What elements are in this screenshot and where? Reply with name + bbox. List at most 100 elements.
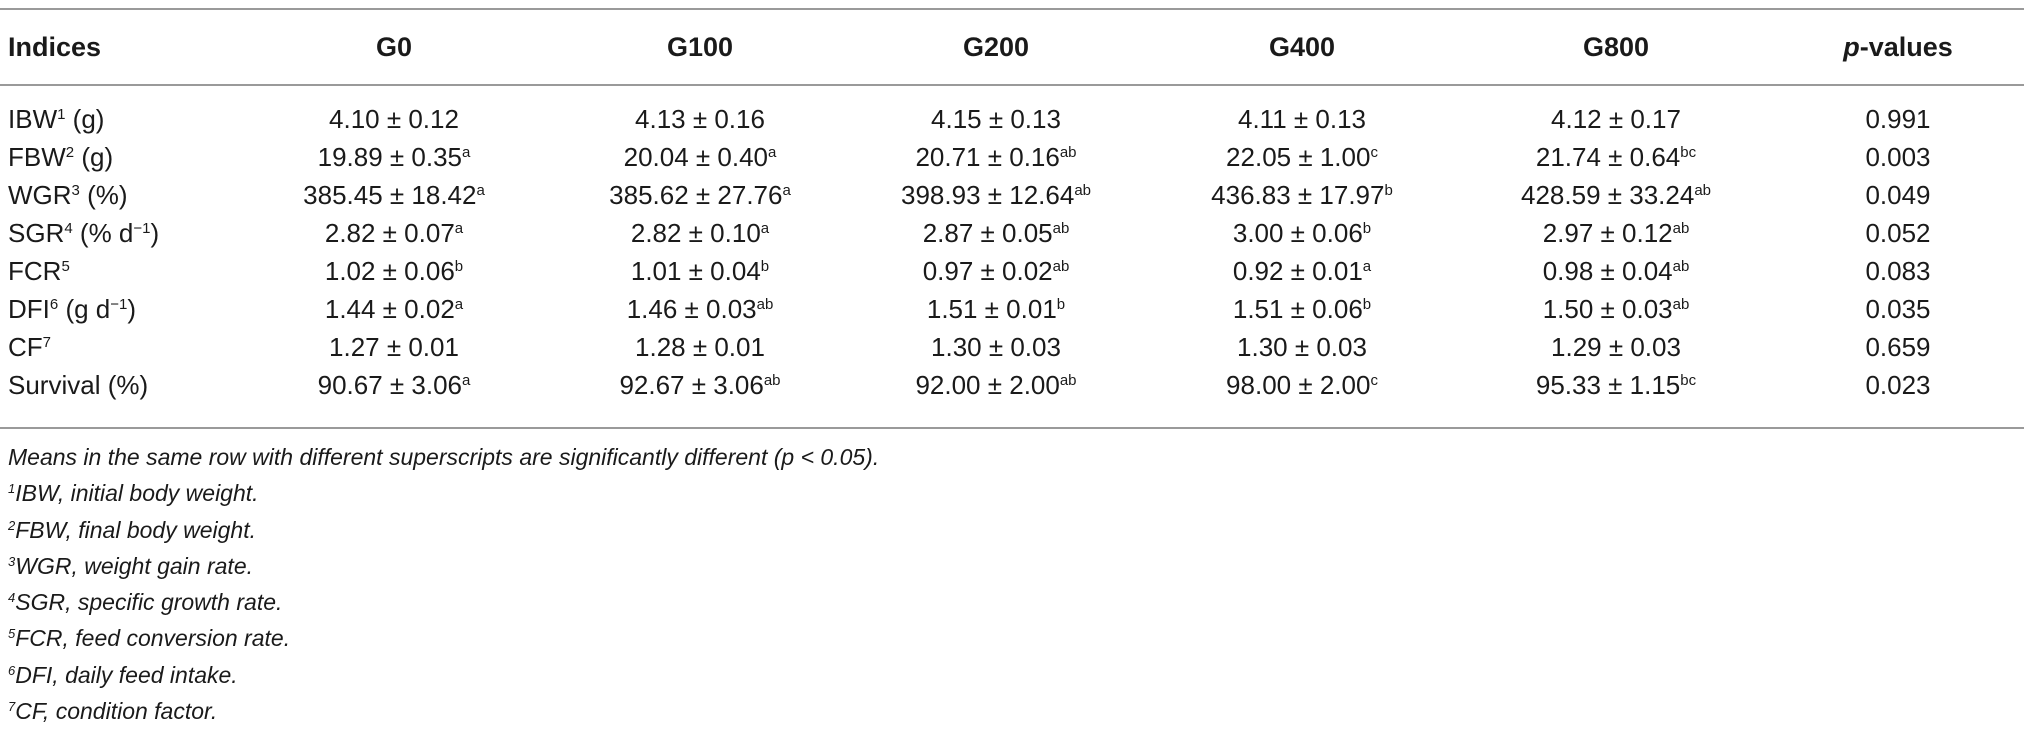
table-top-rule: [0, 8, 2024, 10]
cell-significance-letter: a: [768, 143, 777, 161]
footnote: 6DFI, daily feed intake.: [8, 657, 879, 693]
cell-value: 1.44 ± 0.02: [324, 293, 455, 324]
footnote: 4SGR, specific growth rate.: [8, 584, 879, 620]
header-p-italic: p: [1843, 31, 1860, 62]
table-cell: 1.29 ± 0.03: [1460, 328, 1772, 366]
footnote-mark: 1: [8, 481, 16, 497]
row-label-text: WGR: [8, 179, 72, 210]
footnote: 1IBW, initial body weight.: [8, 475, 879, 511]
table-cell: 2.82 ± 0.07a: [236, 214, 552, 252]
table-cell: 385.62 ± 27.76a: [552, 176, 848, 214]
table-row: FBW2 (g) 19.89 ± 0.35a 20.04 ± 0.40a 20.71 …: [0, 138, 2024, 176]
cell-significance-letter: c: [1370, 143, 1378, 161]
p-value-cell: 0.003: [1865, 141, 1931, 172]
cell-significance-letter: a: [1362, 257, 1372, 275]
table-cell: 1.30 ± 0.03: [848, 328, 1144, 366]
table-cell: 21.74 ± 0.64bc: [1460, 138, 1772, 176]
growth-performance-table: Indices G0 G100 G200 G400 G800 p-values …: [0, 10, 2024, 404]
row-label-footnote-mark: 4: [64, 219, 73, 237]
p-value-cell: 0.083: [1865, 255, 1931, 286]
table-cell: 20.71 ± 0.16ab: [848, 138, 1144, 176]
cell-value: 1.28 ± 0.01: [635, 331, 765, 362]
table-cell: 1.01 ± 0.04b: [552, 252, 848, 290]
footnote-text: CF, condition factor.: [15, 698, 218, 725]
cell-value: 98.00 ± 2.00: [1226, 369, 1371, 400]
footnote-text: DFI, daily feed intake.: [15, 661, 238, 688]
cell-significance-letter: ab: [1694, 181, 1711, 199]
table-cell: 4.13 ± 0.16: [552, 84, 848, 138]
cell-significance-letter: ab: [1672, 257, 1690, 275]
cell-value: 1.01 ± 0.04: [630, 255, 761, 286]
row-label: Survival (%): [0, 366, 236, 404]
row-label: WGR3 (%): [0, 176, 236, 214]
cell-significance-letter: ab: [756, 295, 774, 313]
table-cell: 92.67 ± 3.06ab: [552, 366, 848, 404]
table-cell: 92.00 ± 2.00ab: [848, 366, 1144, 404]
table-header-rule: [0, 84, 2024, 86]
footnote-mark: 3: [8, 553, 16, 569]
row-label-unit-exponent: −1: [133, 219, 151, 237]
cell-value: 2.97 ± 0.12: [1542, 217, 1673, 248]
cell-significance-letter: ab: [1074, 181, 1091, 199]
row-label-footnote-mark: 1: [57, 105, 66, 123]
row-label-text: CF: [8, 331, 43, 362]
cell-significance-letter: a: [462, 143, 471, 161]
cell-value: 1.50 ± 0.03: [1542, 293, 1673, 324]
row-label-unit-exponent: −1: [110, 295, 128, 313]
table-cell: 1.02 ± 0.06b: [236, 252, 552, 290]
header-g800: G800: [1582, 31, 1650, 62]
table-cell: 90.67 ± 3.06a: [236, 366, 552, 404]
cell-significance-letter: b: [1384, 181, 1393, 199]
table-cell: 2.97 ± 0.12ab: [1460, 214, 1772, 252]
header-g400: G400: [1268, 31, 1336, 62]
p-value-cell: 0.052: [1865, 217, 1931, 248]
table-cell: 0.92 ± 0.01a: [1144, 252, 1460, 290]
table-cell: 4.10 ± 0.12: [236, 84, 552, 138]
table-cell: 95.33 ± 1.15bc: [1460, 366, 1772, 404]
table-cell: 98.00 ± 2.00c: [1144, 366, 1460, 404]
p-value-cell: 0.659: [1865, 331, 1931, 362]
table-row: WGR3 (%) 385.45 ± 18.42a 385.62 ± 27.76a 39…: [0, 176, 2024, 214]
cell-significance-letter: a: [760, 219, 770, 237]
cell-value: 4.12 ± 0.17: [1551, 103, 1681, 134]
row-label-unit: (g d: [58, 293, 111, 324]
row-label-text: IBW: [8, 103, 58, 134]
row-label-unit-end: ): [150, 217, 160, 248]
table-row: FCR5 1.02 ± 0.06b 1.01 ± 0.04b 0.97 ± 0.02a…: [0, 252, 2024, 290]
table-body: IBW1 (g) 4.10 ± 0.12 4.13 ± 0.16 4.15 ± 0.1…: [0, 84, 2024, 404]
header-g0: G0: [375, 31, 413, 62]
row-label-unit: (%): [100, 369, 149, 400]
footnote: 3WGR, weight gain rate.: [8, 548, 879, 584]
cell-significance-letter: ab: [1059, 143, 1077, 161]
cell-value: 385.45 ± 18.42: [303, 179, 477, 210]
cell-value: 92.67 ± 3.06: [619, 369, 764, 400]
cell-value: 20.04 ± 0.40: [623, 141, 769, 172]
cell-value: 0.92 ± 0.01: [1232, 255, 1363, 286]
cell-significance-letter: ab: [1059, 371, 1077, 389]
table-cell: 385.45 ± 18.42a: [236, 176, 552, 214]
table-cell: 1.51 ± 0.01b: [848, 290, 1144, 328]
cell-significance-letter: a: [454, 295, 464, 313]
cell-value: 90.67 ± 3.06: [317, 369, 463, 400]
table-cell: 0.97 ± 0.02ab: [848, 252, 1144, 290]
row-label-unit-end: ): [127, 293, 137, 324]
table-cell: 1.46 ± 0.03ab: [552, 290, 848, 328]
cell-value: 2.82 ± 0.10: [630, 217, 761, 248]
header-p-rest: -values: [1859, 31, 1953, 62]
row-label-unit: (% d: [72, 217, 134, 248]
table-bottom-rule: [0, 427, 2024, 429]
cell-value: 4.15 ± 0.13: [931, 103, 1061, 134]
table-row: DFI6 (g d−1) 1.44 ± 0.02a 1.46 ± 0.03ab 1.5…: [0, 290, 2024, 328]
cell-value: 3.00 ± 0.06: [1232, 217, 1363, 248]
cell-value: 398.93 ± 12.64: [901, 179, 1075, 210]
cell-value: 22.05 ± 1.00: [1226, 141, 1371, 172]
footnote-text: IBW, initial body weight.: [15, 480, 259, 507]
row-label: IBW1 (g): [0, 84, 236, 138]
row-label: SGR4 (% d−1): [0, 214, 236, 252]
footnote-text: FCR, feed conversion rate.: [15, 625, 291, 652]
row-label-text: FBW: [8, 141, 66, 172]
cell-significance-letter: ab: [1672, 295, 1690, 313]
footnote-text: FBW, final body weight.: [15, 516, 256, 543]
cell-value: 4.13 ± 0.16: [635, 103, 765, 134]
footnote-mark: 7: [8, 699, 16, 715]
